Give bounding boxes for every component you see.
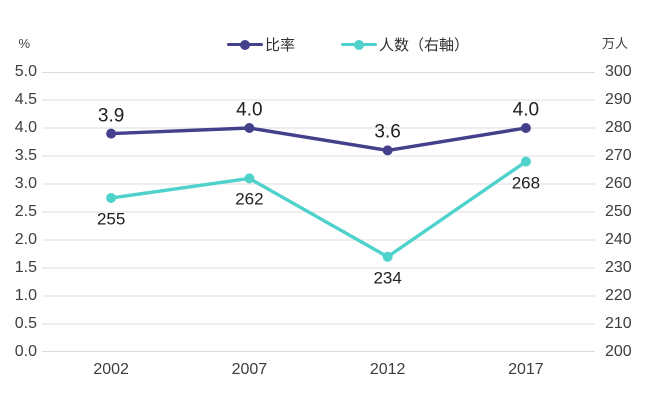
x-axis: 2002 2007 2012 2017 — [42, 360, 595, 382]
y-left-tick-label: 0.5 — [14, 315, 37, 332]
legend-item-ratio: 比率 — [226, 34, 295, 55]
legend-item-count: 人数（右軸） — [341, 34, 469, 55]
x-tick-label: 2007 — [231, 361, 268, 378]
y-right-tick-label: 200 — [605, 343, 632, 360]
x-tick-label: 2002 — [93, 361, 129, 378]
data-label-count: 262 — [235, 189, 264, 209]
y-right-tick-label: 280 — [605, 119, 632, 136]
y-right-tick-label: 260 — [605, 175, 632, 192]
y-left-tick-label: 1.5 — [14, 259, 37, 276]
series-point-count — [520, 156, 531, 167]
series-point-ratio — [244, 123, 255, 133]
series-point-count — [244, 173, 255, 184]
y-right-tick-label: 290 — [605, 91, 632, 108]
data-label-count: 255 — [96, 209, 126, 229]
series-point-count — [106, 193, 117, 203]
legend-marker-dot — [354, 39, 364, 50]
y-left-tick-label: 3.0 — [14, 175, 37, 192]
y-left-tick-label: 3.5 — [14, 147, 37, 164]
series-point-ratio — [106, 128, 117, 139]
plot-canvas — [42, 72, 595, 352]
y-right-tick-label: 230 — [605, 259, 632, 276]
right-axis-unit-label: 万人 — [602, 36, 629, 51]
series-point-ratio — [382, 145, 393, 156]
y-left-tick-label: 4.0 — [14, 119, 37, 136]
y-right-tick-label: 300 — [605, 63, 632, 80]
data-label-ratio: 4.0 — [512, 99, 540, 121]
count-legend-marker-icon — [341, 39, 377, 50]
series-line-ratio — [109, 126, 528, 153]
data-label-ratio: 3.9 — [97, 105, 125, 127]
y-right-tick-label: 270 — [605, 147, 632, 164]
chart-legend: 比率 人数（右軸） — [22, 34, 652, 55]
x-tick-label: 2017 — [508, 361, 544, 378]
plot-area: 3.9 4.0 3.6 4.0 255 262 234 268 — [42, 72, 595, 352]
y-right-tick-label: 240 — [605, 231, 632, 248]
series-line-count — [109, 159, 528, 259]
left-axis-unit-label: % — [18, 36, 30, 51]
x-tick-label: 2012 — [369, 361, 406, 378]
data-label-count: 268 — [511, 173, 541, 193]
y-left-tick-label: 1.0 — [14, 287, 37, 304]
data-label-ratio: 3.6 — [374, 121, 401, 143]
y-right-tick-label: 220 — [605, 287, 632, 304]
y-left-tick-label: 5.0 — [14, 63, 37, 80]
series-point-ratio — [520, 123, 531, 133]
y-left-tick-label: 2.5 — [14, 203, 37, 220]
data-label-count: 234 — [373, 268, 402, 288]
y-left-tick-label: 2.0 — [14, 231, 37, 248]
y-axis-right: 300 290 280 270 260 250 240 230 220 210 200 — [605, 64, 651, 360]
y-right-tick-label: 210 — [605, 315, 632, 332]
y-axis-left: 5.0 4.5 4.0 3.5 3.0 2.5 2.0 1.5 1.0 0.5 0.0 — [0, 64, 37, 360]
ratio-legend-marker-icon — [226, 39, 263, 50]
y-left-tick-label: 0.0 — [14, 343, 37, 360]
data-label-ratio: 4.0 — [236, 99, 263, 121]
y-left-tick-label: 4.5 — [14, 91, 37, 108]
y-right-tick-label: 250 — [605, 203, 632, 220]
legend-label-count: 人数（右軸） — [379, 37, 470, 54]
series-point-count — [382, 251, 393, 262]
legend-marker-dot — [239, 39, 250, 50]
legend-label-ratio: 比率 — [264, 37, 295, 54]
